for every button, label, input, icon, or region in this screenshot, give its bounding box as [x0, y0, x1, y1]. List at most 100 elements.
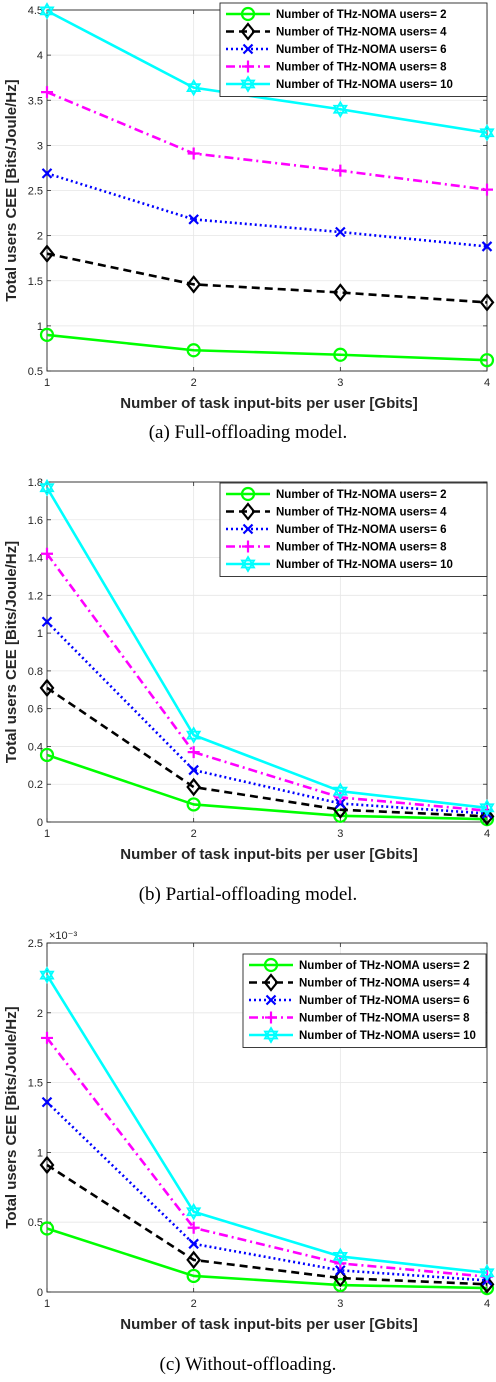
- legend-marker: [242, 523, 254, 535]
- series-2: [39, 244, 495, 312]
- legend-label: Number of THz-NOMA users= 10: [276, 559, 453, 571]
- data-point: [479, 1263, 495, 1278]
- y-tick-label: 0.8: [28, 666, 43, 678]
- y-tick-label: 1: [37, 321, 43, 333]
- legend-label: Number of THz-NOMA users= 4: [276, 27, 447, 39]
- y-tick-label: 2: [37, 1008, 43, 1020]
- y-tick-label: 1: [37, 628, 43, 640]
- data-point: [479, 1275, 495, 1294]
- legend-marker: [240, 6, 256, 22]
- data-point: [39, 970, 55, 984]
- data-point: [41, 168, 53, 179]
- data-point: [187, 1221, 200, 1234]
- legend-marker: [263, 1030, 279, 1044]
- x-tick-label: 3: [337, 1298, 343, 1310]
- data-point: [186, 726, 202, 740]
- data-point: [332, 786, 348, 801]
- series-line: [46, 686, 488, 818]
- x-tick-label: 2: [191, 377, 197, 389]
- data-point: [186, 1202, 202, 1217]
- series-line: [46, 1227, 488, 1290]
- data-point: [186, 730, 202, 744]
- data-point: [187, 746, 200, 759]
- series-4: [41, 86, 493, 196]
- y-tick-label: 0: [37, 1287, 43, 1299]
- legend-marker: [240, 22, 256, 41]
- legend-marker: [242, 60, 254, 73]
- legend-marker: [265, 994, 277, 1006]
- series-2: [39, 1155, 495, 1294]
- figure-caption: (c) Without-offloading.: [160, 1354, 337, 1375]
- y-tick-label: 2.5: [28, 938, 43, 950]
- data-point: [39, 747, 55, 763]
- data-point: [41, 1031, 53, 1044]
- data-point: [188, 214, 199, 225]
- series-3: [41, 168, 493, 252]
- data-point: [188, 1238, 199, 1250]
- y-tick-label: 3: [37, 140, 43, 152]
- x-tick-label: 4: [484, 377, 490, 389]
- data-point: [333, 1277, 348, 1293]
- y-tick-label: 2: [37, 231, 43, 243]
- data-point: [186, 78, 202, 93]
- y-tick-label: 1.6: [28, 515, 43, 527]
- legend-box: [219, 2, 488, 97]
- data-point: [41, 616, 53, 628]
- legend-box: [219, 482, 488, 577]
- data-point: [186, 275, 202, 294]
- data-point: [479, 1268, 495, 1282]
- y-tick-label: 0.6: [28, 704, 43, 716]
- data-point: [186, 797, 201, 812]
- data-point: [39, 244, 55, 263]
- data-point: [186, 83, 202, 97]
- series-line: [46, 9, 488, 135]
- x-tick-label: 1: [44, 377, 50, 389]
- series-line: [46, 252, 488, 304]
- y-tick-label: 4.5: [28, 5, 43, 17]
- data-point: [332, 1268, 348, 1288]
- y-axis-label: Total users CEE [Bits/Joule/Hz]: [3, 79, 20, 301]
- chart-panel-3: 0 0.5 1 1.5 2 2.5 1 2 3 4 ×10⁻³ Number of task inpu…: [3, 930, 495, 1375]
- data-point: [41, 1096, 53, 1108]
- x-axis-label: Number of task input-bits per user [Gbit…: [120, 395, 418, 412]
- series-5: [39, 478, 495, 817]
- x-tick-label: 2: [191, 1298, 197, 1310]
- legend-marker: [240, 555, 256, 569]
- series-line: [45, 553, 488, 812]
- data-point: [186, 777, 202, 797]
- legend-marker: [242, 540, 254, 553]
- data-point: [479, 353, 495, 368]
- legend-marker: [240, 502, 256, 521]
- data-point: [479, 128, 495, 142]
- legend-marker: [265, 1011, 277, 1024]
- legend-label: Number of THz-NOMA users= 2: [276, 489, 447, 501]
- y-tick-label: 0.4: [28, 741, 43, 753]
- y-tick-label: 0: [37, 817, 43, 829]
- x-axis-label: Number of task input-bits per user [Gbit…: [120, 846, 418, 863]
- data-point: [39, 483, 55, 497]
- legend-marker: [240, 75, 256, 89]
- data-point: [335, 798, 346, 809]
- legend-marker: [240, 559, 256, 573]
- data-point: [332, 1247, 348, 1261]
- legend: Number of THz-NOMA users= 2 Number of THz…: [219, 482, 488, 577]
- x-axis-label: Number of task input-bits per user [Gbit…: [120, 1316, 418, 1333]
- legend-marker: [242, 43, 254, 55]
- legend-marker: [263, 1026, 279, 1040]
- series-5: [39, 966, 495, 1282]
- series-line: [45, 487, 488, 810]
- data-point: [39, 1221, 55, 1236]
- data-point: [479, 799, 495, 813]
- data-point: [481, 241, 493, 252]
- data-point: [186, 343, 201, 358]
- data-point: [41, 547, 53, 560]
- y-tick-label: 2.5: [28, 186, 43, 198]
- series-line: [46, 1101, 488, 1282]
- legend-box: [242, 953, 487, 1048]
- data-point: [479, 807, 495, 826]
- legend-label: Number of THz-NOMA users= 4: [299, 978, 470, 990]
- data-point: [39, 966, 55, 980]
- data-point: [335, 226, 346, 238]
- y-tick-label: 1.5: [28, 276, 43, 288]
